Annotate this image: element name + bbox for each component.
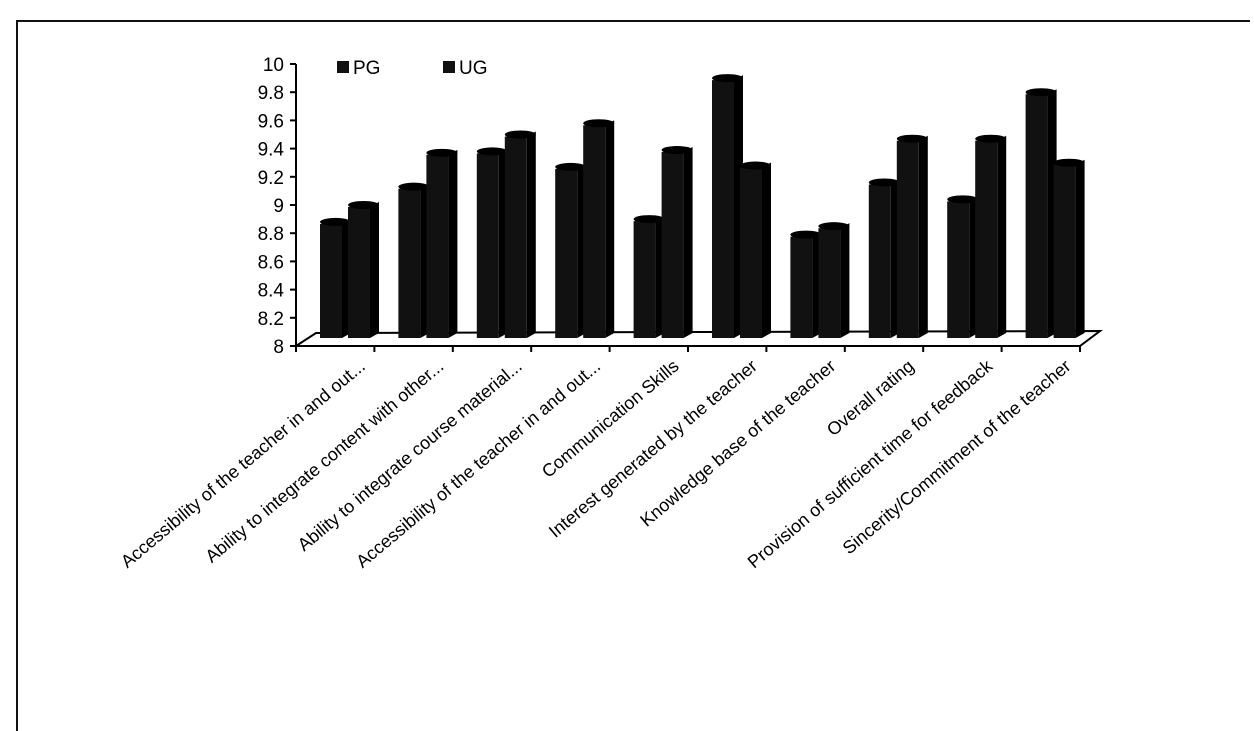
bar-ug	[426, 148, 458, 338]
bar-front	[583, 125, 606, 338]
bar-front	[476, 153, 499, 338]
legend-label-pg: PG	[353, 58, 380, 79]
bar-pg	[320, 217, 351, 338]
y-tick-label: 8.4	[258, 281, 285, 302]
bar-top	[633, 215, 665, 224]
y-tick-label: 8.6	[258, 252, 284, 273]
bar-top	[1053, 158, 1085, 167]
bar-top	[583, 119, 615, 128]
bar-top	[348, 201, 379, 209]
bar-front	[790, 236, 813, 338]
bars	[320, 74, 1085, 338]
bar-front	[426, 154, 449, 338]
bar-top	[790, 230, 822, 239]
bar-ug	[348, 201, 379, 338]
category-labels: Accessibility of the teacher in and out.…	[117, 355, 1075, 572]
bar-side	[448, 149, 458, 338]
bar-top	[868, 178, 900, 187]
bar-ug	[504, 130, 536, 338]
bar-front	[740, 167, 762, 338]
bar-side	[605, 120, 615, 338]
legend-swatch-pg	[337, 61, 349, 73]
legend-swatch-ug	[443, 61, 455, 73]
bar-front	[398, 188, 421, 338]
y-tick-label: 8	[273, 337, 284, 358]
bar-side	[526, 131, 536, 338]
y-tick-label: 9.8	[258, 83, 284, 104]
bar-side	[683, 147, 693, 338]
legend-label-ug: UG	[459, 58, 488, 79]
bar-ug	[583, 119, 615, 338]
bar-ug	[975, 134, 1007, 338]
category-label: Communication Skills	[538, 356, 683, 482]
y-tick-label: 9.4	[258, 140, 285, 161]
y-tick-label: 9.6	[258, 111, 284, 132]
bar-ug	[896, 134, 928, 338]
bar-ug	[818, 222, 850, 338]
bar-front	[975, 140, 998, 338]
bar-top	[975, 134, 1007, 143]
y-tick-label: 9.2	[258, 168, 284, 189]
bar-front	[1025, 94, 1048, 338]
bar-front	[1053, 164, 1076, 338]
bar-front	[320, 223, 342, 338]
bar-top	[740, 161, 771, 170]
bar-top	[398, 182, 430, 191]
bar-top	[320, 217, 351, 226]
chart-frame	[16, 20, 1250, 731]
bar-top	[555, 162, 587, 171]
bar-front	[555, 168, 578, 338]
bar-pg	[868, 178, 900, 338]
bar-ug	[740, 161, 771, 338]
bar-side	[840, 223, 850, 338]
bar-front	[348, 207, 370, 338]
bar-front	[504, 136, 527, 338]
bar-ug	[661, 146, 693, 338]
bar-pg	[633, 215, 665, 338]
bar-side	[997, 135, 1007, 338]
y-tick-label: 10	[263, 55, 284, 76]
bar-top	[818, 222, 850, 231]
bar-side	[918, 135, 928, 338]
legend: PG UG	[337, 58, 488, 79]
bar-front	[818, 228, 841, 338]
bar-pg	[790, 230, 822, 338]
bar-top	[661, 146, 693, 155]
y-tick-label: 8.2	[258, 309, 284, 330]
bar-top	[896, 134, 928, 143]
bar-side	[762, 162, 771, 338]
bar-front	[896, 140, 919, 338]
bar-side	[370, 202, 379, 338]
bar-top	[504, 130, 536, 139]
bar-front	[633, 221, 656, 338]
bar-pg	[947, 195, 979, 338]
bar-top	[1025, 88, 1057, 97]
bar-front	[868, 184, 891, 338]
bar-ug	[1053, 158, 1085, 338]
bar-pg	[1025, 88, 1057, 338]
bar-top	[476, 147, 508, 156]
bar-front	[661, 152, 684, 338]
bar-front	[712, 80, 734, 338]
bar-pg	[712, 74, 743, 338]
bar-pg	[555, 162, 587, 338]
bar-front	[947, 201, 970, 338]
bar-pg	[476, 147, 508, 338]
bar-top	[947, 195, 979, 204]
bar-top	[712, 74, 743, 83]
bar-top	[426, 148, 458, 157]
bar-side	[1075, 159, 1085, 338]
bar-pg	[398, 182, 430, 338]
y-tick-label: 8.8	[258, 224, 284, 245]
value-axis: 8 8.2 8.4 8.6 8.8 9 9.2 9.4 9.6 9.8 10	[258, 55, 297, 358]
y-tick-label: 9	[273, 196, 284, 217]
